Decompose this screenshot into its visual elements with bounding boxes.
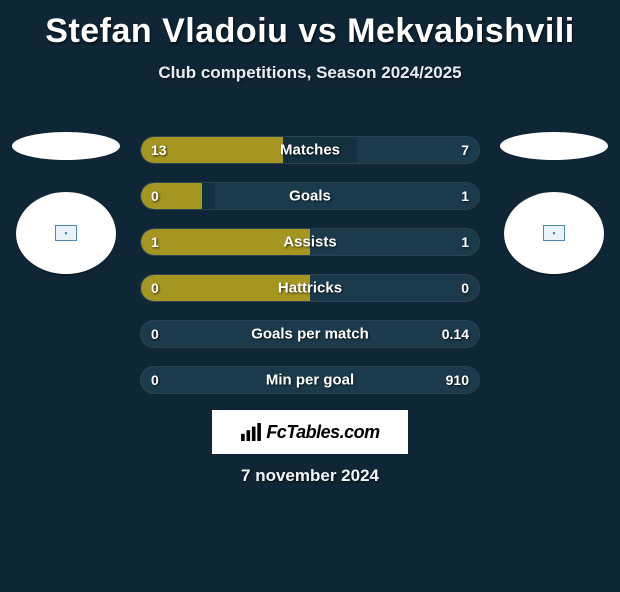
stat-fill-right [310,275,479,301]
logo-bars-icon [240,423,262,441]
stat-value-right: 1 [461,188,469,204]
logo-box: FcTables.com [212,410,408,454]
stat-value-left: 0 [151,188,159,204]
title-player1: Stefan Vladoiu [45,12,288,50]
player2-badge-disc: ▪ [504,192,604,276]
stat-row: 0910Min per goal [140,366,480,394]
stat-value-left: 0 [151,280,159,296]
stat-row: 137Matches [140,136,480,164]
stat-fill-right [310,229,479,255]
stat-row: 00Hattricks [140,274,480,302]
player1-badge-disc: ▪ [16,192,116,276]
title-player2: Mekvabishvili [347,12,575,50]
stat-value-right: 910 [446,372,469,388]
stat-value-right: 0 [461,280,469,296]
player2-badge-icon: ▪ [543,225,565,241]
stats-bars: 137Matches01Goals11Assists00Hattricks00.… [140,136,480,412]
stat-row: 11Assists [140,228,480,256]
stat-fill-right [215,183,479,209]
player2-graphic: ▪ [494,132,614,276]
ellipse-right [500,132,608,160]
stat-fill-left [141,275,310,301]
date-text: 7 november 2024 [0,466,620,486]
stat-fill-right [141,321,479,347]
player1-badge-icon: ▪ [55,225,77,241]
stat-value-left: 13 [151,142,167,158]
stat-value-right: 1 [461,234,469,250]
stat-value-right: 0.14 [442,326,469,342]
page-title: Stefan Vladoiu vs Mekvabishvili [0,12,620,51]
stat-value-left: 0 [151,372,159,388]
title-vs: vs [288,12,347,50]
stat-fill-left [141,229,310,255]
logo-text: FcTables.com [266,422,379,443]
stat-value-left: 1 [151,234,159,250]
stat-row: 01Goals [140,182,480,210]
ellipse-left [12,132,120,160]
subtitle: Club competitions, Season 2024/2025 [0,63,620,83]
stat-value-left: 0 [151,326,159,342]
player1-graphic: ▪ [6,132,126,276]
stat-row: 00.14Goals per match [140,320,480,348]
stat-fill-right [141,367,479,393]
stat-value-right: 7 [461,142,469,158]
